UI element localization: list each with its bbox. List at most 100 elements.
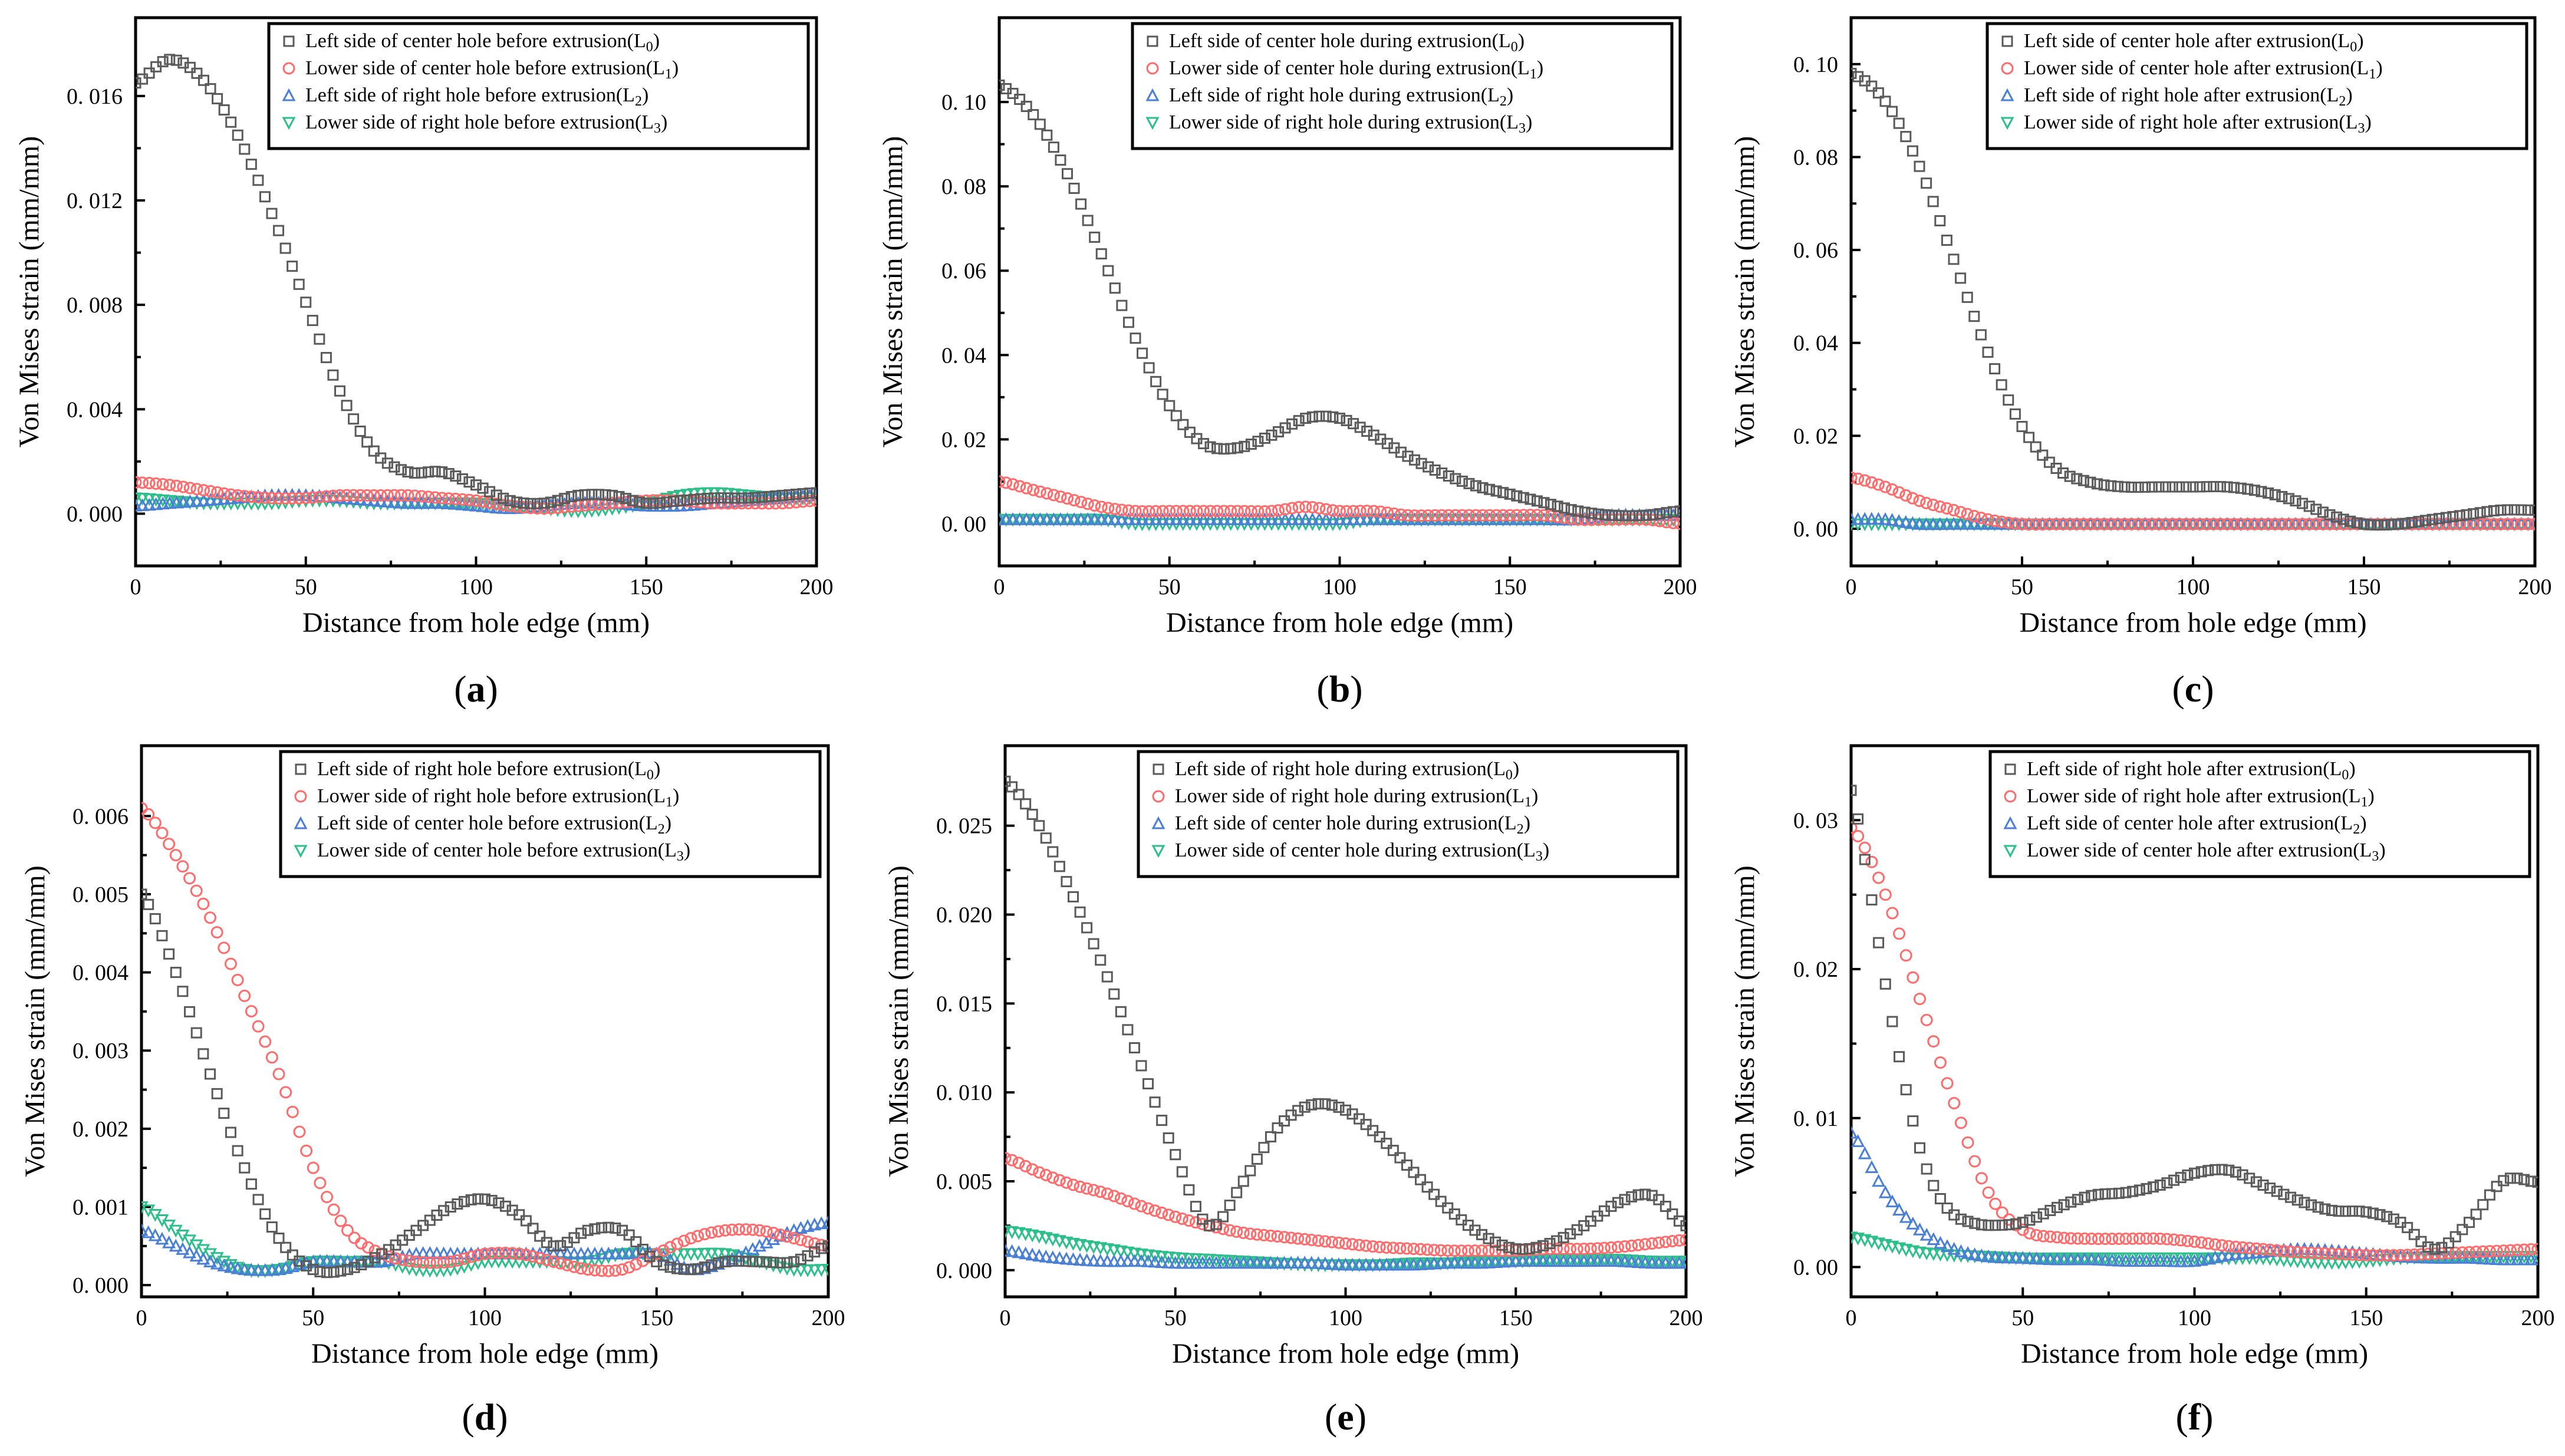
data-point — [1428, 1188, 1440, 1200]
y-tick-label: 0. 020 — [936, 903, 992, 928]
data-point — [1866, 894, 1878, 906]
data-point — [1257, 1256, 1271, 1269]
data-point — [1934, 1056, 1947, 1069]
data-point — [1252, 436, 1264, 447]
data-point — [2113, 1187, 2125, 1199]
data-point — [1974, 512, 1987, 525]
data-point — [348, 413, 360, 425]
data-point — [1989, 1197, 2002, 1210]
data-point — [1672, 1234, 1685, 1247]
data-point — [1885, 513, 1899, 526]
data-point — [801, 1264, 815, 1277]
data-point — [1441, 1244, 1454, 1257]
data-point — [1319, 1098, 1331, 1110]
data-point — [1075, 198, 1087, 210]
series-L2 — [1005, 1243, 1686, 1271]
data-point — [1489, 1255, 1503, 1269]
data-point — [2469, 1251, 2483, 1264]
data-point — [2283, 493, 2294, 505]
data-point — [451, 1254, 464, 1267]
data-point — [1914, 1142, 1925, 1154]
data-point — [1941, 1077, 1954, 1090]
data-point — [459, 1195, 470, 1207]
data-point — [2366, 1247, 2380, 1260]
data-point — [1975, 329, 1987, 341]
data-point — [2276, 490, 2288, 502]
data-point — [620, 493, 632, 505]
data-point — [1271, 1230, 1284, 1243]
data-point — [2037, 449, 2049, 461]
data-point — [2237, 1169, 2248, 1181]
data-point — [2504, 1172, 2516, 1184]
data-point — [736, 492, 748, 504]
data-point — [1161, 1256, 1176, 1269]
data-point — [1921, 177, 1932, 189]
data-point — [402, 466, 414, 478]
data-point — [456, 493, 469, 506]
legend-entry: Left side of center hole before extrusio… — [317, 812, 671, 837]
data-point — [1975, 1172, 1988, 1185]
data-point — [1325, 1236, 1338, 1249]
data-point — [1100, 1254, 1114, 1267]
data-point — [2484, 1189, 2495, 1201]
data-point — [2036, 518, 2049, 531]
data-point — [1367, 512, 1381, 525]
data-point — [2223, 1164, 2235, 1176]
data-point — [1284, 1256, 1298, 1269]
data-point — [1055, 154, 1066, 166]
data-point — [1148, 1250, 1162, 1263]
data-point — [239, 143, 251, 155]
data-point — [218, 1108, 230, 1119]
data-point — [2132, 482, 2144, 493]
data-point — [1665, 1256, 1680, 1269]
data-point — [150, 477, 163, 490]
data-point — [1851, 471, 1858, 484]
data-point — [2440, 512, 2452, 523]
data-point — [1095, 954, 1107, 966]
data-point — [1121, 512, 1135, 525]
data-point — [1320, 410, 1332, 422]
data-point — [1197, 512, 1210, 525]
data-point — [769, 497, 782, 510]
data-point — [1012, 1245, 1026, 1259]
data-point — [2365, 519, 2377, 531]
data-point — [2531, 1243, 2538, 1256]
data-point — [1149, 1096, 1161, 1108]
data-point — [1060, 1176, 1073, 1189]
data-point — [429, 466, 441, 477]
data-point — [348, 1231, 361, 1244]
data-point — [1372, 1257, 1387, 1271]
data-point — [794, 1233, 807, 1246]
data-point — [266, 207, 278, 219]
data-point — [2051, 1231, 2063, 1244]
data-point — [1577, 1254, 1591, 1267]
data-point — [1572, 513, 1585, 526]
data-point — [258, 498, 272, 511]
data-point — [1176, 512, 1190, 525]
data-point — [712, 1225, 725, 1238]
data-point — [1531, 495, 1543, 507]
data-point — [1074, 1180, 1086, 1193]
data-point — [2181, 1234, 2194, 1247]
data-point — [1638, 1256, 1652, 1269]
data-point — [1122, 317, 1134, 328]
data-point — [554, 1257, 567, 1270]
data-point — [2208, 480, 2220, 492]
data-point — [1094, 1185, 1107, 1198]
data-point — [1028, 109, 1039, 121]
data-point — [2508, 504, 2520, 516]
data-point — [492, 1255, 506, 1269]
data-point — [1244, 1227, 1257, 1240]
data-point — [1230, 1225, 1243, 1238]
data-point — [1872, 478, 1885, 491]
data-point — [767, 1227, 780, 1240]
data-point — [2305, 1246, 2318, 1259]
data-point — [1332, 1257, 1346, 1270]
data-point — [164, 54, 176, 65]
data-point — [2284, 1254, 2298, 1268]
data-point — [1360, 1119, 1372, 1131]
data-point — [198, 74, 209, 86]
data-point — [1934, 215, 1946, 227]
data-point — [2148, 1181, 2159, 1193]
data-point — [313, 1254, 327, 1267]
